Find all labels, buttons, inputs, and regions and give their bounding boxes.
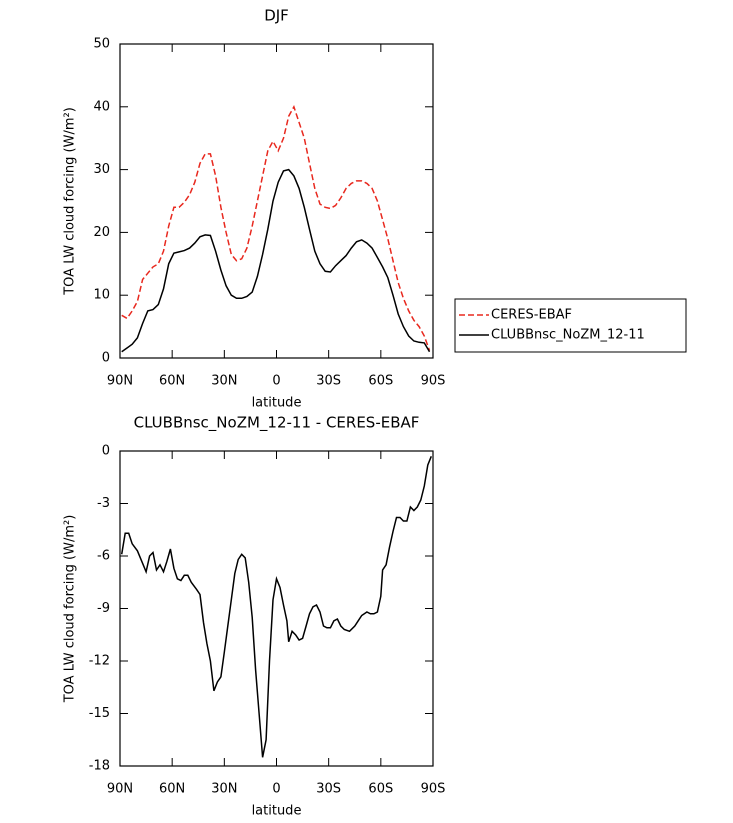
y-tick-label: 10 bbox=[93, 288, 110, 303]
y-tick-label: -12 bbox=[89, 654, 110, 669]
y-tick-label: -18 bbox=[89, 759, 110, 774]
line-series bbox=[121, 104, 431, 351]
plot-frame bbox=[119, 43, 434, 359]
x-tick-label: 0 bbox=[272, 782, 280, 797]
y-tick-label: 20 bbox=[93, 225, 110, 240]
line-series bbox=[121, 168, 431, 353]
legend-box bbox=[454, 298, 687, 353]
x-tick-label: 60N bbox=[159, 782, 185, 797]
x-tick-label: 0 bbox=[272, 374, 280, 389]
y-tick-label: 0 bbox=[102, 351, 110, 366]
x-tick-label: 90S bbox=[421, 782, 446, 797]
y-axis-label: TOA LW cloud forcing (W/m²) bbox=[63, 515, 78, 704]
y-tick-label: 50 bbox=[93, 37, 110, 52]
y-tick-label: 30 bbox=[93, 162, 110, 177]
y-axis-label: TOA LW cloud forcing (W/m²) bbox=[63, 107, 78, 296]
y-tick-label: 40 bbox=[93, 99, 110, 114]
x-axis-label: latitude bbox=[252, 396, 302, 411]
plot-frame bbox=[119, 450, 434, 767]
x-tick-label: 60S bbox=[368, 782, 393, 797]
x-axis-label: latitude bbox=[252, 804, 302, 819]
x-tick-label: 90N bbox=[107, 374, 133, 389]
x-tick-label: 90S bbox=[421, 374, 446, 389]
y-tick-label: -9 bbox=[97, 601, 110, 616]
x-tick-label: 60N bbox=[159, 374, 185, 389]
y-tick-label: -15 bbox=[89, 706, 110, 721]
y-tick-label: 0 bbox=[102, 444, 110, 459]
y-tick-label: -6 bbox=[97, 549, 110, 564]
x-tick-label: 90N bbox=[107, 782, 133, 797]
legend-label: CERES-EBAF bbox=[491, 308, 572, 323]
chart-title: DJF bbox=[264, 7, 289, 25]
x-tick-label: 30S bbox=[316, 782, 341, 797]
x-tick-label: 30N bbox=[211, 374, 237, 389]
x-tick-label: 30N bbox=[211, 782, 237, 797]
legend-label: CLUBBnsc_NoZM_12-11 bbox=[491, 328, 645, 343]
line-series bbox=[120, 456, 432, 758]
x-tick-label: 30S bbox=[316, 374, 341, 389]
x-tick-label: 60S bbox=[368, 374, 393, 389]
chart-title: CLUBBnsc_NoZM_12-11 - CERES-EBAF bbox=[134, 414, 420, 433]
y-tick-label: -3 bbox=[97, 496, 110, 511]
